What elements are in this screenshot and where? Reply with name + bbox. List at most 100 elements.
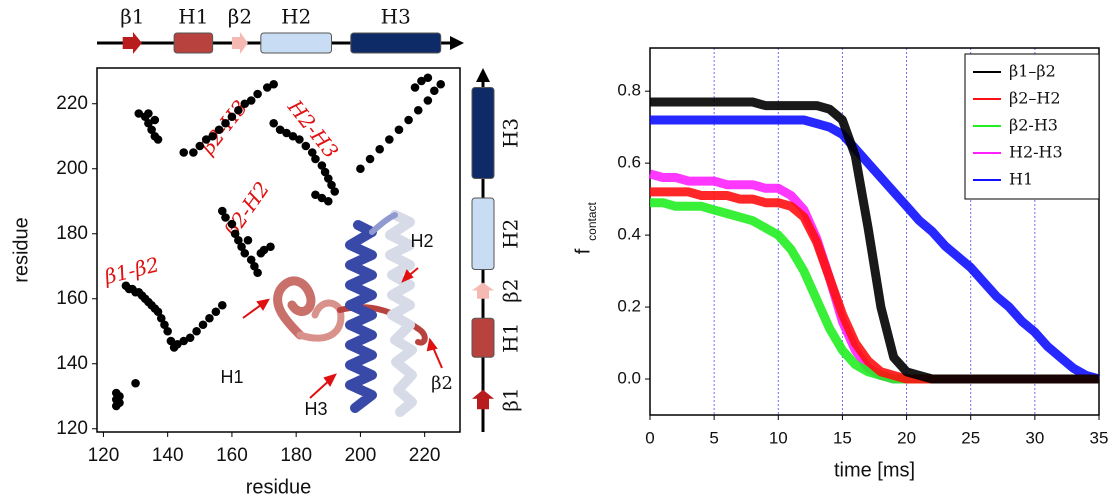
- point: [404, 115, 413, 125]
- point: [423, 73, 433, 83]
- lines: [648, 97, 1101, 384]
- point: [253, 268, 262, 278]
- x-axis-label: residue: [246, 476, 312, 498]
- series-line: [650, 115, 1101, 384]
- legend-label: H1: [1009, 170, 1033, 189]
- point: [311, 154, 320, 164]
- point: [262, 83, 272, 92]
- point: [185, 333, 195, 343]
- point: [266, 242, 275, 252]
- point: [237, 242, 246, 252]
- x-tick-label: 25: [961, 428, 980, 447]
- point: [317, 193, 327, 203]
- helix: [471, 197, 495, 270]
- point: [375, 144, 384, 154]
- topology-label: H2: [499, 219, 523, 249]
- point: [173, 339, 182, 349]
- series-line: [650, 97, 1099, 384]
- point: [282, 128, 291, 138]
- point: [227, 112, 237, 122]
- point: [115, 398, 124, 408]
- y-tick-label: 0.6: [617, 153, 641, 172]
- strand: [472, 282, 494, 299]
- topology-label: H1: [499, 323, 523, 353]
- x-axis-label: time [ms]: [834, 459, 915, 481]
- x-tick-label: 30: [1025, 428, 1044, 447]
- point: [275, 125, 285, 135]
- point: [227, 219, 237, 229]
- y-tick-label: 180: [56, 223, 88, 244]
- point: [115, 391, 124, 401]
- y-tick-label: 220: [56, 93, 88, 114]
- point: [394, 125, 404, 135]
- point: [201, 135, 211, 144]
- point: [317, 161, 327, 170]
- point: [147, 125, 156, 135]
- x-tick-label: 140: [152, 445, 184, 466]
- helix: [260, 32, 333, 54]
- y-axis-label: residue: [10, 217, 32, 283]
- y-axis-label: f: [572, 248, 594, 254]
- x-tick-label: 200: [345, 445, 377, 466]
- point: [288, 131, 298, 141]
- pair-label: β2-H2: [219, 177, 274, 242]
- strand: [231, 32, 248, 54]
- point: [150, 115, 160, 125]
- point: [230, 229, 240, 239]
- point: [430, 86, 439, 96]
- strand: [472, 389, 494, 410]
- plot-frame: [96, 67, 461, 433]
- point: [323, 196, 333, 206]
- legend-label: β2–H2: [1009, 89, 1061, 108]
- x-tick-label: 5: [709, 428, 718, 447]
- point: [166, 336, 176, 346]
- topology-label: β2: [499, 278, 523, 302]
- point: [144, 109, 153, 118]
- point: [250, 261, 259, 271]
- topology-label: β1: [120, 5, 144, 29]
- topology-arrowhead: [476, 68, 490, 82]
- point: [240, 99, 250, 109]
- point: [256, 248, 266, 258]
- point: [221, 118, 230, 128]
- point: [327, 180, 336, 190]
- point: [356, 164, 365, 174]
- point: [205, 313, 214, 323]
- point: [243, 235, 253, 245]
- y-tick-label: 0.0: [617, 369, 641, 388]
- structure-label: H1: [220, 367, 243, 387]
- y-tick-label: 140: [56, 353, 88, 374]
- x-tick-label: 220: [409, 445, 441, 466]
- y-tick-label: 120: [56, 418, 88, 439]
- x-tick-label: 15: [833, 428, 852, 447]
- point: [330, 187, 340, 196]
- point: [156, 313, 166, 323]
- y-tick-label: 0.8: [617, 81, 641, 100]
- point: [195, 141, 205, 151]
- point: [217, 206, 227, 216]
- point: [417, 76, 426, 86]
- y-tick-label: 0.2: [617, 297, 641, 316]
- point: [217, 300, 227, 310]
- x-tick-label: 20: [897, 428, 916, 447]
- topology-label: H3: [499, 118, 523, 148]
- point: [320, 167, 330, 177]
- topology-label: β1: [499, 387, 523, 411]
- pair-label: β1-β2: [101, 252, 161, 289]
- point: [307, 148, 317, 157]
- point: [365, 154, 375, 164]
- topology-arrowhead: [450, 36, 464, 50]
- point: [269, 118, 278, 128]
- y-tick-label: 200: [56, 158, 88, 179]
- x-tick-label: 35: [1090, 428, 1109, 447]
- point: [189, 148, 198, 157]
- point: [160, 320, 169, 330]
- point: [269, 79, 278, 89]
- helix: [173, 32, 214, 54]
- protein-cartoon: [273, 210, 428, 417]
- point: [144, 118, 153, 128]
- point: [221, 213, 230, 222]
- point: [423, 96, 433, 105]
- plot-frame: [649, 47, 1100, 416]
- point: [198, 320, 208, 330]
